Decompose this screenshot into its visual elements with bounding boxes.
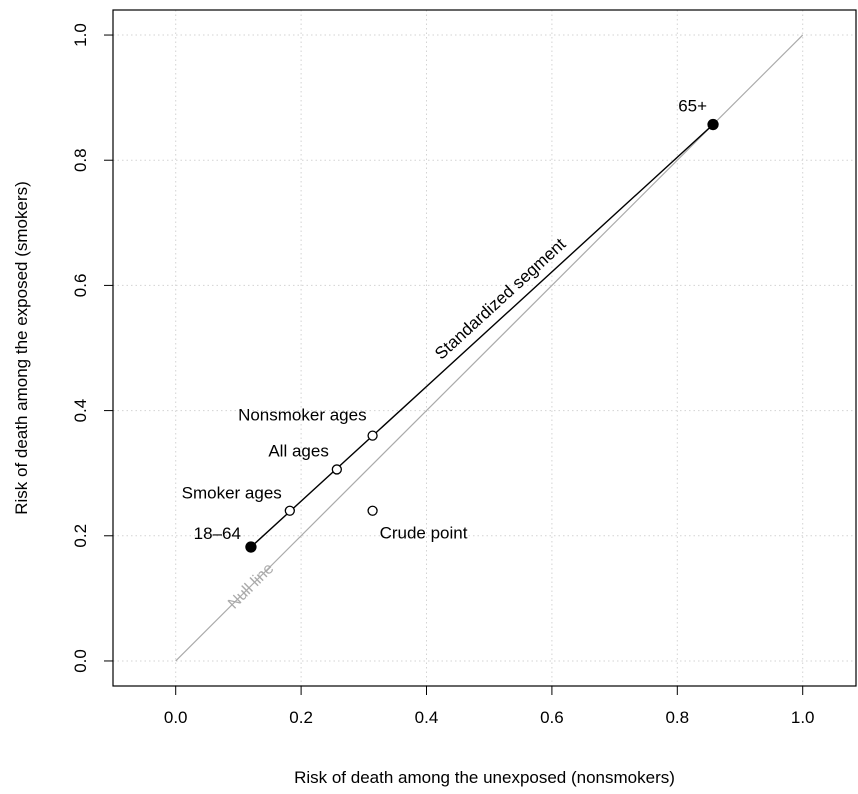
point-label-nonsmoker-ages: Nonsmoker ages xyxy=(238,406,367,425)
standardized-segment-label: Standardized segment xyxy=(431,234,570,363)
point-nonsmoker-ages xyxy=(367,430,378,441)
y-axis-label: Risk of death among the exposed (smokers… xyxy=(12,181,31,515)
point-label-crude-point: Crude point xyxy=(380,524,468,543)
data-points: 18–64 65+ Smoker ages All ages Nonsmoker age… xyxy=(182,97,719,553)
y-tick-label: 0.8 xyxy=(71,148,90,172)
point-65 xyxy=(707,118,719,131)
point-smoker-ages xyxy=(284,505,295,516)
point-crude-point xyxy=(367,505,378,516)
x-tick-label: 1.0 xyxy=(791,708,815,727)
point-18-64 xyxy=(245,541,257,553)
point-label-smoker-ages: Smoker ages xyxy=(182,484,282,503)
x-axis: 0.0 0.2 0.4 0.6 0.8 1.0 xyxy=(164,686,815,727)
y-tick-label: 0.4 xyxy=(71,399,90,423)
y-axis: 0.0 0.2 0.4 0.6 0.8 1.0 xyxy=(71,23,113,673)
y-tick-label: 0.0 xyxy=(71,649,90,673)
null-line-label: Null line xyxy=(225,560,277,612)
x-axis-label: Risk of death among the unexposed (nonsm… xyxy=(294,768,675,787)
y-tick-label: 0.2 xyxy=(71,524,90,548)
x-tick-label: 0.8 xyxy=(665,708,689,727)
x-tick-label: 0.6 xyxy=(540,708,564,727)
x-tick-label: 0.4 xyxy=(415,708,439,727)
y-tick-label: 1.0 xyxy=(71,23,90,47)
null-line xyxy=(175,34,804,662)
standardized-segment xyxy=(250,124,714,548)
grid-lines xyxy=(113,10,856,686)
point-label-18-64: 18–64 xyxy=(194,524,241,543)
x-tick-label: 0.0 xyxy=(164,708,188,727)
plot-frame xyxy=(112,9,857,687)
x-tick-label: 0.2 xyxy=(289,708,313,727)
point-all-ages xyxy=(331,464,342,475)
point-label-65: 65+ xyxy=(678,97,707,116)
y-tick-label: 0.6 xyxy=(71,274,90,298)
point-label-all-ages: All ages xyxy=(268,441,328,460)
